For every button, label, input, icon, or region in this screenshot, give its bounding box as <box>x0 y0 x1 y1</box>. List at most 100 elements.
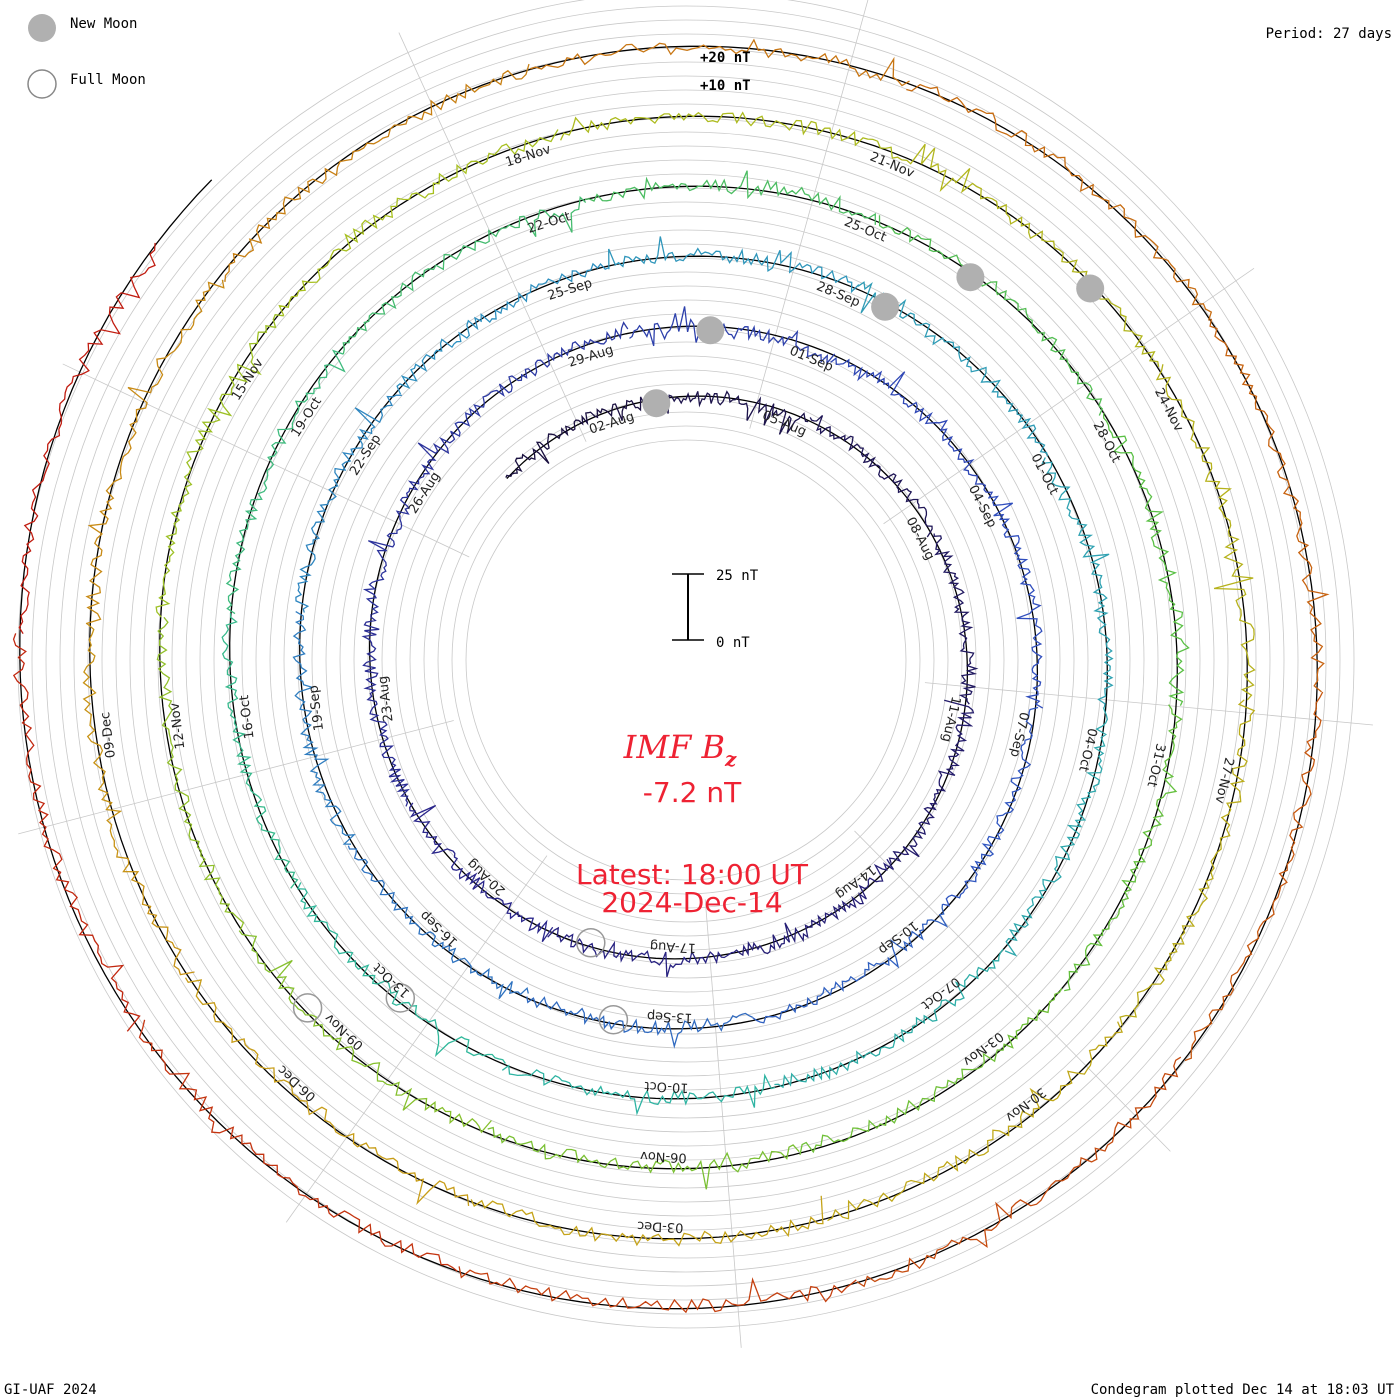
bz-trace-segment <box>774 948 1004 1089</box>
bz-trace-segment <box>942 706 1039 907</box>
grid-spoke <box>883 267 1255 525</box>
date-tick-label: 16-Oct <box>237 694 258 740</box>
grid-circle <box>73 47 1299 1273</box>
date-tick-label: 17-Aug <box>649 938 696 955</box>
scale-bottom-label: 0 nT <box>716 635 750 651</box>
bz-trace-segment <box>458 1266 857 1314</box>
bz-trace-segment <box>155 313 284 618</box>
bz-trace-segment <box>629 306 836 366</box>
bz-trace-segment <box>18 242 156 635</box>
date-tick-label: 13-Oct <box>371 959 414 1000</box>
new-moon-marker <box>696 316 725 345</box>
grid-circle <box>17 0 1355 1329</box>
grid-circle <box>353 327 1019 993</box>
grid-circle <box>465 439 907 881</box>
grid-circle <box>129 103 1243 1217</box>
bz-trace-segment <box>1041 457 1114 708</box>
period-label: Period: 27 days <box>1266 26 1392 42</box>
new-moon-marker <box>871 292 900 321</box>
date-tick-label: 01-Sep <box>787 344 835 375</box>
date-tick-label: 16-Sep <box>417 907 461 949</box>
bz-trace-segment <box>733 858 895 957</box>
full-moon-marker <box>576 928 606 958</box>
grid-spoke <box>18 720 454 835</box>
bz-trace-segment <box>292 611 356 845</box>
grid-spoke <box>704 899 742 1348</box>
date-tick-label: 06-Nov <box>640 1148 688 1165</box>
grid-circle <box>367 341 1005 979</box>
grid-circle <box>451 425 921 895</box>
bz-trace-segment <box>1103 412 1190 706</box>
center-value: -7.2 nT <box>643 776 742 809</box>
bz-trace-segment <box>295 394 402 613</box>
bz-trace-segment <box>184 977 470 1206</box>
grid-spoke <box>854 830 1171 1152</box>
bz-trace-segment <box>342 196 587 355</box>
bz-trace-segment <box>891 143 1160 368</box>
center-title: IMF Bz <box>623 728 737 771</box>
full-moon-marker <box>292 993 323 1023</box>
date-tick-label: 09-Nov <box>322 1010 367 1053</box>
date-tick-label: 06-Dec <box>275 1062 319 1104</box>
date-tick-label: 28-Sep <box>814 279 862 310</box>
bz-trace-segment <box>12 633 141 1032</box>
bz-trace-segment <box>225 349 346 615</box>
bz-trace-segment <box>827 1021 1124 1222</box>
bz-trace-segment <box>856 1056 1182 1288</box>
grid-circle <box>213 187 1159 1133</box>
date-tick-label: 09-Dec <box>98 711 119 759</box>
full-moon-marker <box>598 1004 629 1035</box>
grid-circle <box>297 271 1075 1049</box>
date-tick-label: 31-Oct <box>1143 742 1167 788</box>
date-tick-label: 04-Oct <box>1075 727 1099 773</box>
moon-markers-layer <box>292 263 1105 1035</box>
bz-trace-segment <box>501 1064 776 1116</box>
center-latest-time: Latest: 18:00 UT <box>576 858 809 891</box>
grid-circle <box>143 117 1229 1203</box>
date-tick-label: 25-Oct <box>842 215 888 246</box>
grid-circle <box>255 229 1117 1091</box>
date-tick-label: 10-Oct <box>644 1078 689 1095</box>
bz-trace-segment <box>809 415 933 538</box>
date-tick-label: 04-Sep <box>965 483 999 531</box>
ring-label-20nt: +20 nT <box>700 50 751 66</box>
grid-circle <box>381 355 991 965</box>
grid-circle <box>325 299 1047 1021</box>
full-moon-legend-label: Full Moon <box>70 72 146 88</box>
grid-circle <box>199 173 1173 1147</box>
bz-trace-segment <box>396 262 609 395</box>
bz-trace-segment <box>361 614 411 807</box>
bz-trace-segment <box>933 533 979 705</box>
grid-spoke <box>62 363 470 558</box>
bz-trace-segment <box>526 996 753 1049</box>
date-tick-label: 23-Aug <box>376 675 397 723</box>
bz-trace-segment <box>799 987 1063 1156</box>
bz-trace-segment <box>470 1195 824 1247</box>
scale-top-label: 25 nT <box>716 568 759 584</box>
bz-trace-segment <box>362 431 456 615</box>
grid-circle <box>171 145 1201 1175</box>
full-moon-marker <box>385 983 416 1013</box>
bz-trace-segment <box>584 170 876 225</box>
grid-circle <box>311 285 1061 1035</box>
bz-trace-segment <box>1209 318 1330 693</box>
grid-circle <box>185 159 1187 1161</box>
bz-trace-segment <box>987 495 1044 709</box>
bz-trace-segment <box>1155 364 1256 701</box>
date-tick-label: 18-Nov <box>504 142 553 170</box>
grid-circle <box>227 201 1145 1119</box>
bz-trace-segment <box>85 279 225 625</box>
date-tick-label: 13-Sep <box>647 1008 693 1025</box>
bz-trace-segment <box>529 38 910 87</box>
grid-spoke <box>398 32 587 442</box>
date-tick-label: 28-Oct <box>1090 419 1124 465</box>
date-tick-label: 03-Dec <box>637 1218 684 1235</box>
grid-spoke <box>924 682 1373 726</box>
bz-trace-segment <box>608 236 860 294</box>
bz-trace-segment <box>221 613 299 889</box>
bz-trace-segment <box>878 215 1103 416</box>
bz-trace-segment <box>1064 704 1183 992</box>
bz-trace-segment <box>82 623 195 976</box>
date-tick-label: 19-Sep <box>306 684 327 731</box>
bz-trace-segment <box>646 390 809 435</box>
